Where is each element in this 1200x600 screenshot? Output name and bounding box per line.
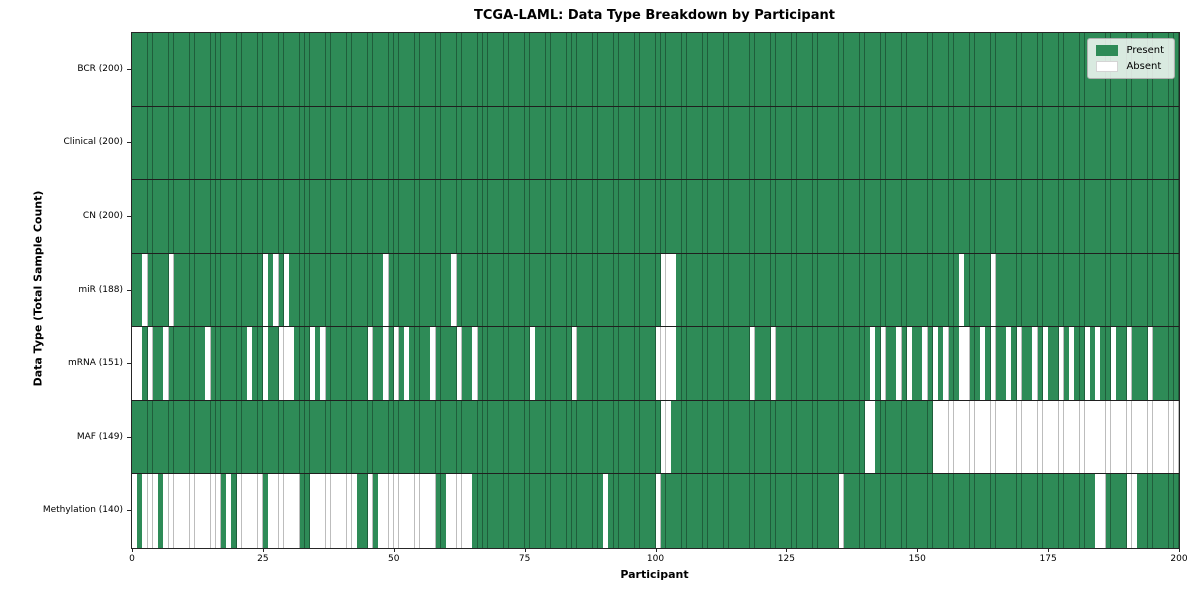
legend-label-present: Present	[1126, 45, 1164, 56]
ytick-label: CN (200)	[82, 210, 123, 221]
present-swatch-icon	[1096, 45, 1119, 56]
xtick-mark	[1048, 548, 1050, 552]
ytick-mark	[127, 436, 131, 438]
cell	[1173, 474, 1179, 548]
ytick-mark	[127, 215, 131, 217]
cell	[1173, 180, 1179, 253]
x-axis-label: Participant	[620, 568, 689, 581]
row-mir	[132, 253, 1179, 328]
xtick-mark	[262, 548, 264, 552]
xtick-mark	[786, 548, 788, 552]
legend-item-present: Present	[1096, 45, 1164, 56]
legend-label-absent: Absent	[1126, 61, 1162, 72]
ytick-label: miR (188)	[78, 284, 123, 295]
xtick-label: 125	[777, 554, 795, 564]
row-mrna	[132, 327, 1179, 401]
cell	[1173, 106, 1179, 180]
ytick-label: Clinical (200)	[63, 137, 123, 148]
xtick-mark	[524, 548, 526, 552]
xtick-label: 200	[1170, 554, 1188, 564]
xtick-mark	[1179, 548, 1180, 552]
absent-swatch-icon	[1096, 61, 1119, 72]
xtick-label: 0	[129, 554, 135, 564]
chart-title: TCGA-LAML: Data Type Breakdown by Partic…	[474, 8, 835, 23]
row-clinical	[132, 106, 1179, 181]
ytick-mark	[127, 142, 131, 144]
xtick-mark	[655, 548, 657, 552]
ytick-mark	[127, 363, 131, 365]
plot-area: Present Absent	[131, 32, 1180, 549]
ytick-mark	[127, 68, 131, 70]
row-maf	[132, 400, 1179, 475]
xtick-label: 75	[518, 554, 531, 564]
cell	[1173, 400, 1179, 474]
row-bcr	[132, 33, 1179, 107]
xtick-label: 175	[1039, 554, 1057, 564]
xtick-label: 50	[388, 554, 400, 564]
cell	[1173, 253, 1179, 327]
row-cn	[132, 180, 1179, 254]
xtick-mark	[393, 548, 395, 552]
ytick-mark	[127, 289, 131, 291]
legend-item-absent: Absent	[1096, 61, 1164, 72]
row-methylation	[132, 474, 1179, 548]
xtick-mark	[917, 548, 919, 552]
ytick-mark	[127, 510, 131, 512]
xtick-label: 150	[908, 554, 926, 564]
xtick-label: 25	[257, 554, 269, 564]
ytick-label: Methylation (140)	[42, 505, 123, 516]
ytick-label: mRNA (151)	[68, 358, 123, 369]
cell	[1173, 327, 1179, 400]
cell	[1173, 33, 1179, 106]
xtick-mark	[132, 548, 133, 552]
xtick-label: 100	[646, 554, 665, 564]
legend: Present Absent	[1087, 38, 1175, 79]
ytick-label: BCR (200)	[77, 63, 123, 74]
ytick-label: MAF (149)	[76, 431, 123, 442]
